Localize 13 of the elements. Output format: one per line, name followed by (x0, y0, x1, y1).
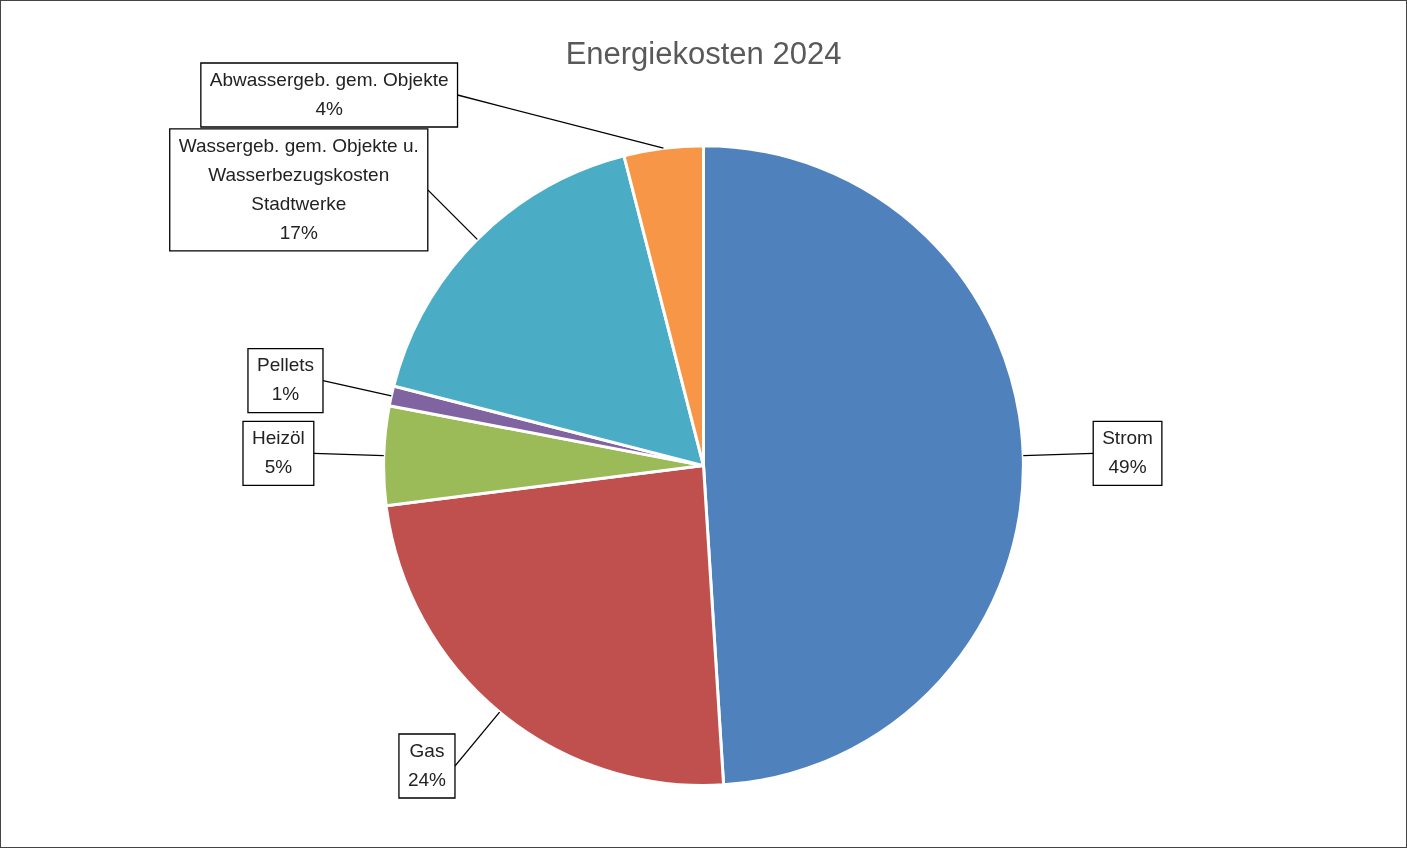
data-label: 24% (407, 768, 447, 790)
data-label: 17% (279, 221, 318, 243)
slice-label: Gas (409, 739, 445, 761)
data-label: 5% (264, 456, 293, 478)
slice-label: Heizöl (251, 427, 305, 449)
data-label: 49% (1108, 456, 1147, 478)
slice-label: Pellets (256, 354, 314, 376)
slice-label: Strom (1102, 427, 1153, 449)
slice-label: Wassergeb. gem. Objekte u. Wasserbezugskosten Stadtwerke (178, 134, 419, 214)
data-label: 1% (271, 383, 300, 405)
data-label: 4% (315, 97, 344, 119)
chart-title: Energiekosten 2024 (565, 36, 842, 72)
slice-label: Abwassergeb. gem. Objekte (209, 68, 449, 90)
